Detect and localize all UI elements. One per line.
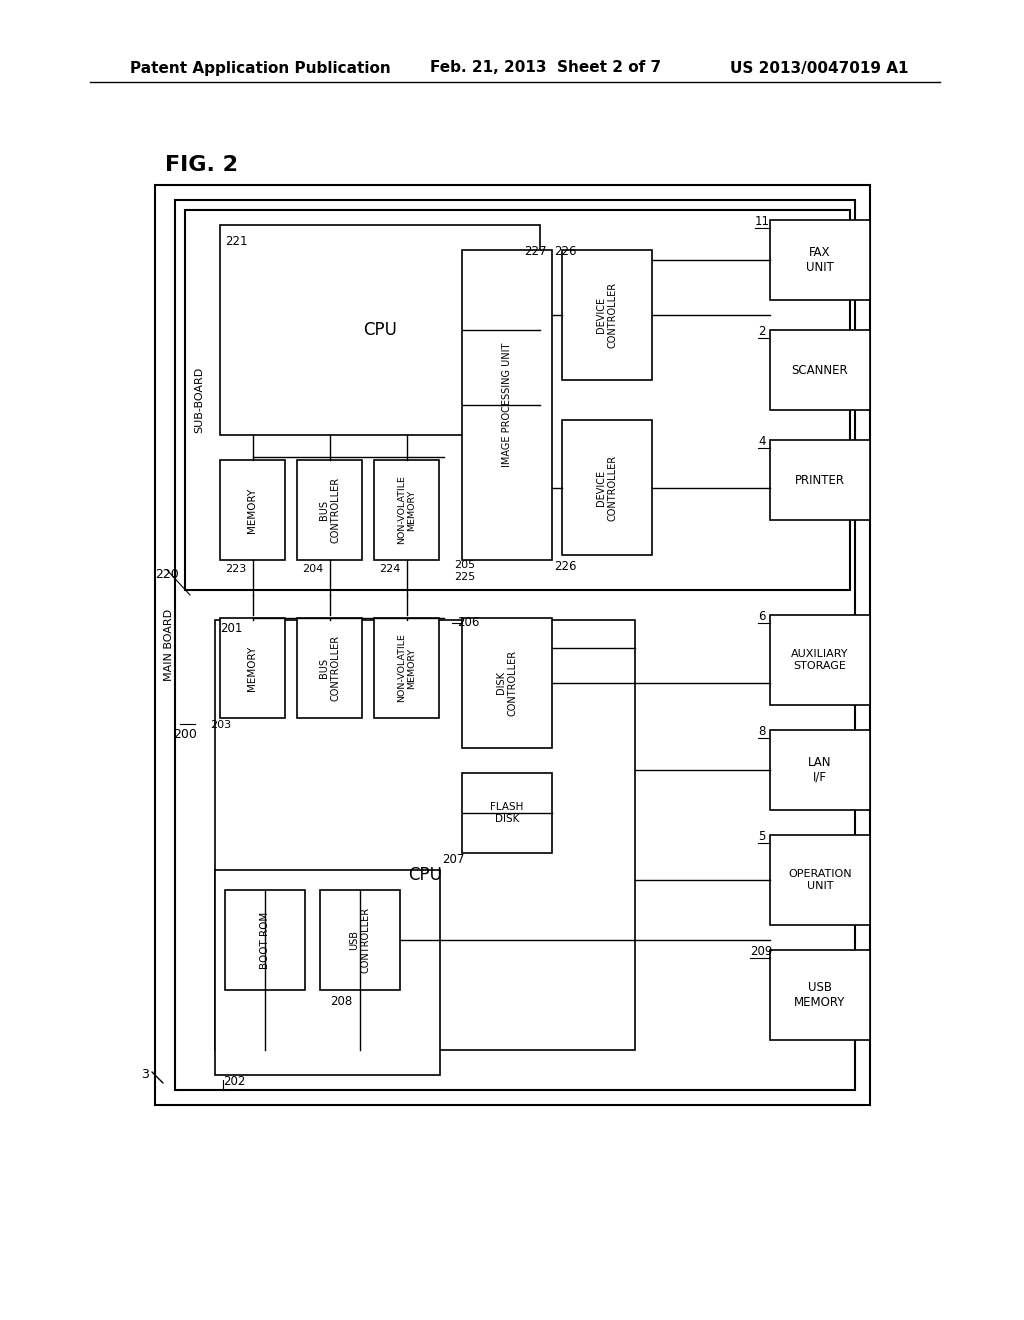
Text: 225: 225 [454,572,475,582]
Text: NON-VOLATILE
MEMORY: NON-VOLATILE MEMORY [397,475,416,544]
Text: PRINTER: PRINTER [795,474,845,487]
Text: FAX
UNIT: FAX UNIT [806,246,834,275]
Text: 6: 6 [758,610,766,623]
Text: DEVICE
CONTROLLER: DEVICE CONTROLLER [596,282,617,348]
Text: DISK
CONTROLLER: DISK CONTROLLER [497,649,518,715]
FancyBboxPatch shape [215,620,635,1049]
FancyBboxPatch shape [462,774,552,853]
FancyBboxPatch shape [155,185,870,1105]
Text: 224: 224 [379,564,400,574]
FancyBboxPatch shape [297,618,362,718]
Text: 3: 3 [141,1068,148,1081]
FancyBboxPatch shape [562,249,652,380]
FancyBboxPatch shape [175,201,855,1090]
Text: SUB-BOARD: SUB-BOARD [194,367,204,433]
Text: 209: 209 [750,945,772,958]
FancyBboxPatch shape [220,618,285,718]
FancyBboxPatch shape [220,224,540,436]
Text: LAN
I/F: LAN I/F [808,756,831,784]
Text: 204: 204 [302,564,324,574]
FancyBboxPatch shape [462,249,552,560]
FancyBboxPatch shape [462,618,552,748]
Text: 208: 208 [330,995,352,1008]
FancyBboxPatch shape [770,615,870,705]
Text: 202: 202 [223,1074,246,1088]
Text: 4: 4 [758,436,766,447]
Text: 227: 227 [524,246,547,257]
FancyBboxPatch shape [215,870,440,1074]
FancyBboxPatch shape [770,836,870,925]
FancyBboxPatch shape [770,330,870,411]
Text: CPU: CPU [364,321,397,339]
FancyBboxPatch shape [225,890,305,990]
Text: CPU: CPU [408,866,442,884]
Text: MEMORY: MEMORY [248,487,257,533]
FancyBboxPatch shape [374,459,439,560]
Text: USB
MEMORY: USB MEMORY [795,981,846,1008]
Text: 207: 207 [442,853,464,866]
Text: 226: 226 [554,560,577,573]
FancyBboxPatch shape [319,890,400,990]
Text: MAIN BOARD: MAIN BOARD [164,609,174,681]
Text: 223: 223 [225,564,246,574]
FancyBboxPatch shape [297,459,362,560]
Text: SCANNER: SCANNER [792,363,848,376]
Text: 221: 221 [225,235,248,248]
Text: BUS
CONTROLLER: BUS CONTROLLER [318,477,340,543]
Text: US 2013/0047019 A1: US 2013/0047019 A1 [730,61,908,75]
FancyBboxPatch shape [770,220,870,300]
Text: 201: 201 [220,622,243,635]
Text: 203: 203 [210,719,231,730]
Text: 11: 11 [755,215,770,228]
Text: BOOT ROM: BOOT ROM [260,911,270,969]
Text: AUXILIARY
STORAGE: AUXILIARY STORAGE [792,649,849,671]
Text: DEVICE
CONTROLLER: DEVICE CONTROLLER [596,454,617,520]
Text: Patent Application Publication: Patent Application Publication [130,61,391,75]
FancyBboxPatch shape [562,420,652,554]
FancyBboxPatch shape [770,440,870,520]
Text: 205: 205 [454,560,475,570]
Text: 2: 2 [758,325,766,338]
Text: Feb. 21, 2013  Sheet 2 of 7: Feb. 21, 2013 Sheet 2 of 7 [430,61,662,75]
Text: USB
CONTROLLER: USB CONTROLLER [349,907,371,973]
Text: 206: 206 [457,616,479,630]
Text: FLASH
DISK: FLASH DISK [490,803,523,824]
Text: FIG. 2: FIG. 2 [165,154,238,176]
Text: MEMORY: MEMORY [248,645,257,690]
Text: 200: 200 [173,727,197,741]
FancyBboxPatch shape [770,730,870,810]
Text: 220: 220 [155,569,179,582]
Text: IMAGE PROCESSING UNIT: IMAGE PROCESSING UNIT [502,343,512,467]
FancyBboxPatch shape [770,950,870,1040]
Text: OPERATION
UNIT: OPERATION UNIT [788,869,852,891]
FancyBboxPatch shape [185,210,850,590]
Text: NON-VOLATILE
MEMORY: NON-VOLATILE MEMORY [397,634,416,702]
Text: 8: 8 [758,725,765,738]
FancyBboxPatch shape [220,459,285,560]
FancyBboxPatch shape [374,618,439,718]
Text: BUS
CONTROLLER: BUS CONTROLLER [318,635,340,701]
Text: 5: 5 [758,830,765,843]
Text: 226: 226 [554,246,577,257]
